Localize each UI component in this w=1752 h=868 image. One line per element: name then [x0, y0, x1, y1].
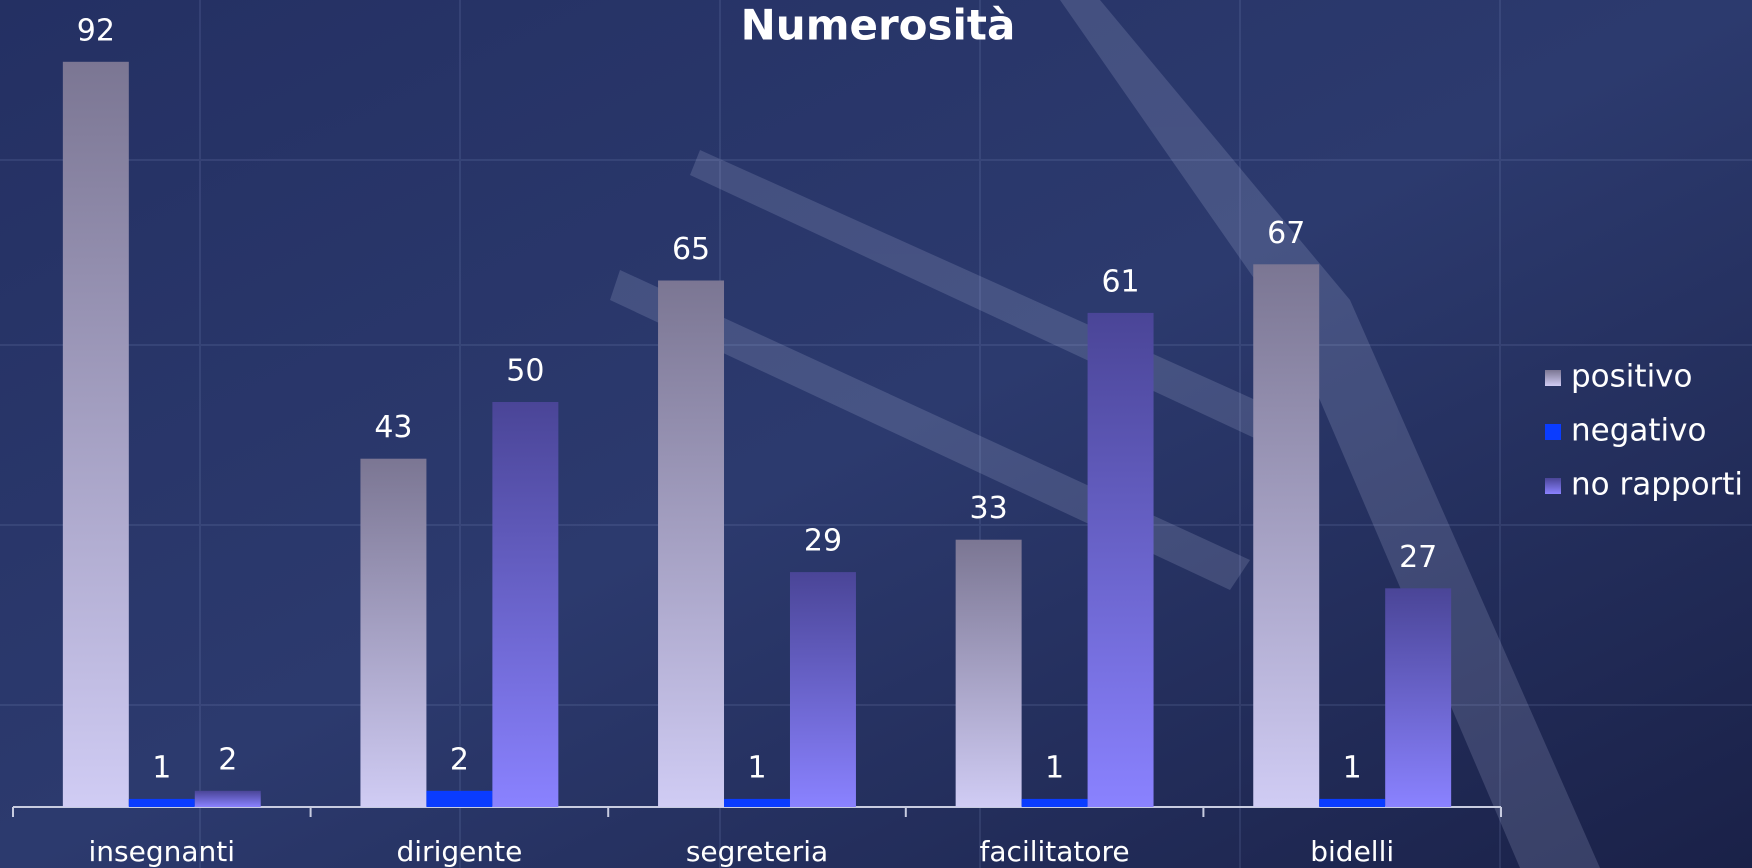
value-label: 92: [77, 13, 115, 48]
bar: [1021, 798, 1088, 807]
value-label: 27: [1399, 540, 1437, 575]
x-tick-label: segreteria: [686, 835, 828, 868]
value-label: 43: [374, 410, 412, 445]
value-label: 29: [804, 524, 842, 559]
legend-swatch: [1545, 370, 1561, 386]
legend-label: positivo: [1571, 359, 1693, 395]
legend-swatch: [1545, 478, 1561, 494]
value-label: 1: [1045, 750, 1064, 785]
value-label: 61: [1101, 264, 1139, 299]
legend-swatch: [1545, 424, 1561, 440]
value-label: 2: [450, 742, 469, 777]
bar: [724, 798, 790, 807]
bar: [789, 572, 856, 807]
x-tick-label: bidelli: [1310, 835, 1394, 868]
bar: [128, 798, 195, 807]
value-label: 67: [1267, 216, 1305, 251]
value-label: 1: [1343, 750, 1362, 785]
value-label: 65: [672, 232, 710, 267]
bar: [1087, 312, 1154, 807]
bar: [360, 458, 427, 807]
value-label: 1: [747, 750, 766, 785]
x-tick-label: insegnanti: [89, 835, 236, 868]
value-label: 50: [506, 354, 544, 389]
bar: [1385, 588, 1452, 807]
bar: [426, 790, 493, 807]
bar: [62, 61, 129, 808]
value-label: 2: [218, 742, 237, 777]
value-label: 1: [152, 750, 171, 785]
bar: [194, 790, 261, 807]
chart-title: Numerosità: [741, 1, 1016, 50]
bar: [955, 539, 1022, 807]
x-tick-label: facilitatore: [980, 835, 1130, 868]
bar: [1319, 798, 1386, 807]
legend-label: negativo: [1571, 413, 1706, 449]
x-tick-label: dirigente: [397, 835, 523, 868]
legend-label: no rapporti: [1571, 467, 1743, 503]
bar: [658, 280, 725, 807]
bar: [1253, 264, 1320, 807]
value-label: 33: [970, 491, 1008, 526]
bar: [492, 402, 559, 807]
